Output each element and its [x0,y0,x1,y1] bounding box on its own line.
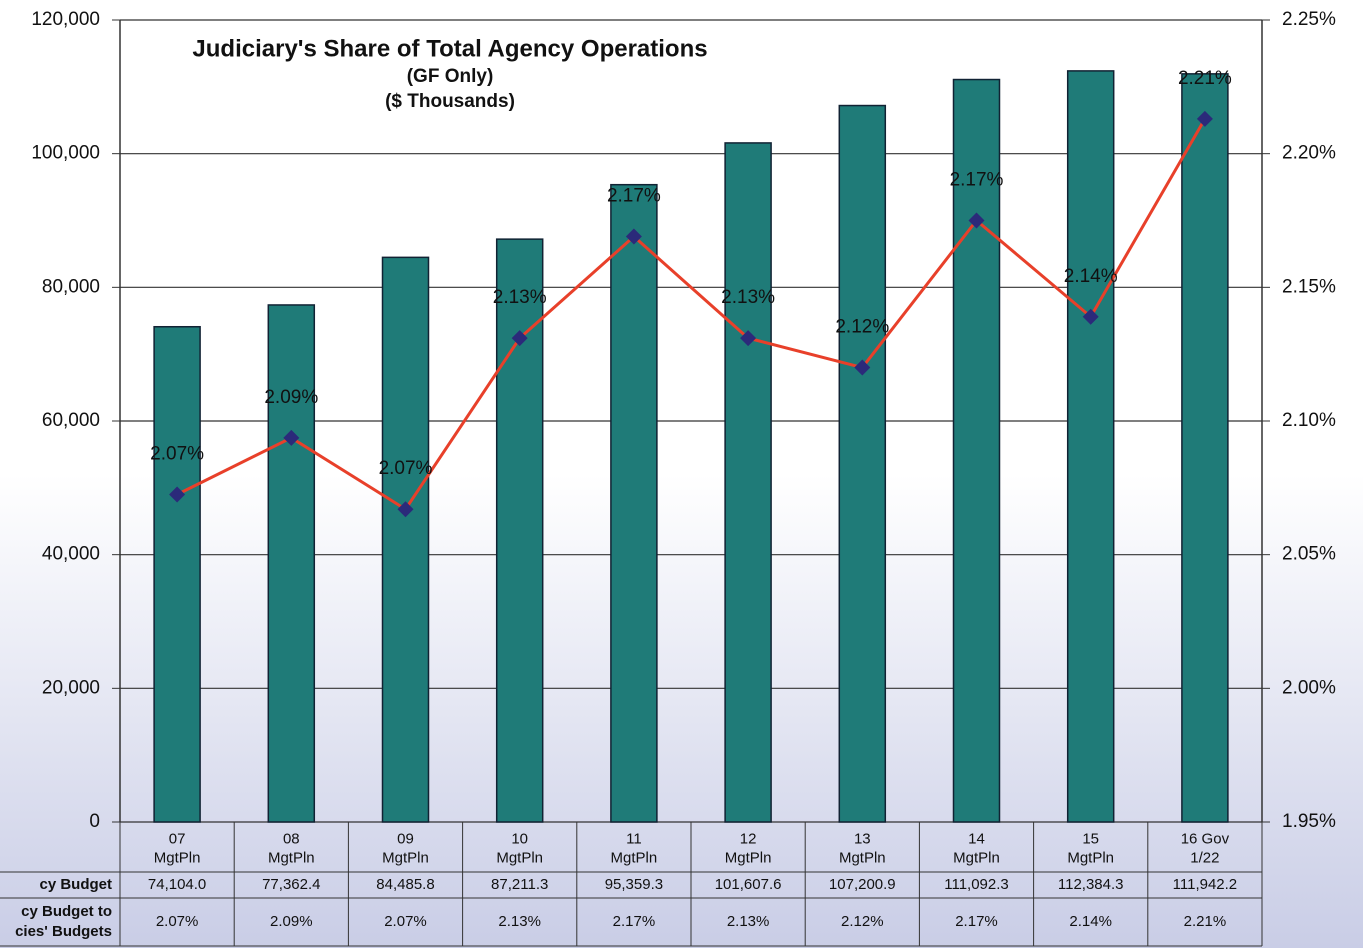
data-label: 2.17% [607,186,661,207]
marker [1082,308,1099,325]
table-cell: 2.17% [955,913,998,930]
table-cell: 2.13% [498,913,541,930]
table-cell: 84,485.8 [376,876,434,893]
data-label: 2.07% [150,444,204,465]
x-tick-label: 13 MgtPln [839,830,886,866]
x-tick-label: 12 MgtPln [725,830,772,866]
y-tick-label: 80,000 [42,276,100,297]
x-tick-label: 09 MgtPln [382,830,429,866]
y2-tick-label: 1.95% [1282,811,1336,832]
data-label: 2.17% [950,170,1004,191]
bar [495,238,544,823]
marker [511,330,528,347]
bar [267,304,316,823]
y-tick-label: 100,000 [31,143,100,164]
table-cell: 2.17% [613,913,656,930]
table-cell: 2.13% [727,913,770,930]
table-cell: 95,359.3 [605,876,663,893]
y2-tick-label: 2.10% [1282,410,1336,431]
y-tick-label: 40,000 [42,544,100,565]
table-cell: 2.14% [1069,913,1112,930]
table-cell: 107,200.9 [829,876,896,893]
table-cell: 112,384.3 [1058,876,1124,893]
table-cell: 111,942.2 [1173,876,1238,893]
table-cell: 2.07% [156,913,199,930]
marker [625,228,642,245]
x-tick-label: 16 Gov 1/22 [1181,830,1230,866]
x-tick-label: 14 MgtPln [953,830,1000,866]
y-tick-label: 20,000 [42,677,100,698]
y2-tick-label: 2.05% [1282,544,1336,565]
data-label: 2.12% [835,317,889,338]
marker [968,212,985,229]
x-tick-label: 07 MgtPln [154,830,201,866]
y2-tick-label: 2.25% [1282,9,1336,30]
chart-subtitle: ($ Thousands) [385,91,515,112]
chart-subtitle: (GF Only) [407,66,494,87]
table-cell: 87,211.3 [491,876,548,893]
marker [397,501,414,518]
data-label: 2.07% [379,458,433,479]
bar [1066,70,1115,823]
table-cell: 2.21% [1184,913,1227,930]
marker [169,486,186,503]
table-cell: 74,104.0 [148,876,206,893]
y-tick-label: 0 [89,811,100,832]
y-tick-label: 60,000 [42,410,100,431]
y2-tick-label: 2.15% [1282,276,1336,297]
data-label: 2.09% [264,387,318,408]
y2-tick-label: 2.00% [1282,677,1336,698]
bar [724,142,772,823]
x-tick-label: 15 MgtPln [1067,830,1114,866]
y2-tick-label: 2.20% [1282,143,1336,164]
bar [838,104,887,823]
data-label: 2.14% [1064,266,1118,287]
bar [1181,73,1229,823]
table-cell: 101,607.6 [715,876,782,893]
legend-label: cy Budget to cies' Budgets [15,903,112,940]
data-table: 07 MgtPln 08 MgtPln 09 MgtPln 10 MgtPln 11 MgtPln… [0,822,1263,947]
table-cell: 2.09% [270,913,313,930]
table-cell: 2.07% [384,913,427,930]
x-tick-label: 11 MgtPln [611,830,658,866]
data-label: 2.13% [493,287,547,308]
marker [283,429,300,446]
chart-title: Judiciary's Share of Total Agency Operat… [192,35,707,62]
table-cell: 111,092.3 [944,876,1009,893]
plot: 0 20,000 40,000 60,000 80,000 100,000 120,000 1… [0,9,1336,947]
x-tick-label: 10 MgtPln [496,830,543,866]
data-label: 2.13% [721,287,775,308]
bar [952,78,1001,823]
bar [153,325,201,823]
line [176,118,1207,512]
marker [854,359,871,376]
x-tick-label: 08 MgtPln [268,830,315,866]
marker [740,330,757,347]
table-cell: 2.12% [841,913,884,930]
data-label: 2.21% [1178,68,1232,89]
bar [381,256,430,823]
y-tick-label: 120,000 [31,9,100,30]
bar [610,183,658,823]
table-cell: 77,362.4 [262,876,320,893]
legend-label: cy Budget [39,876,112,893]
marker [1196,110,1213,127]
